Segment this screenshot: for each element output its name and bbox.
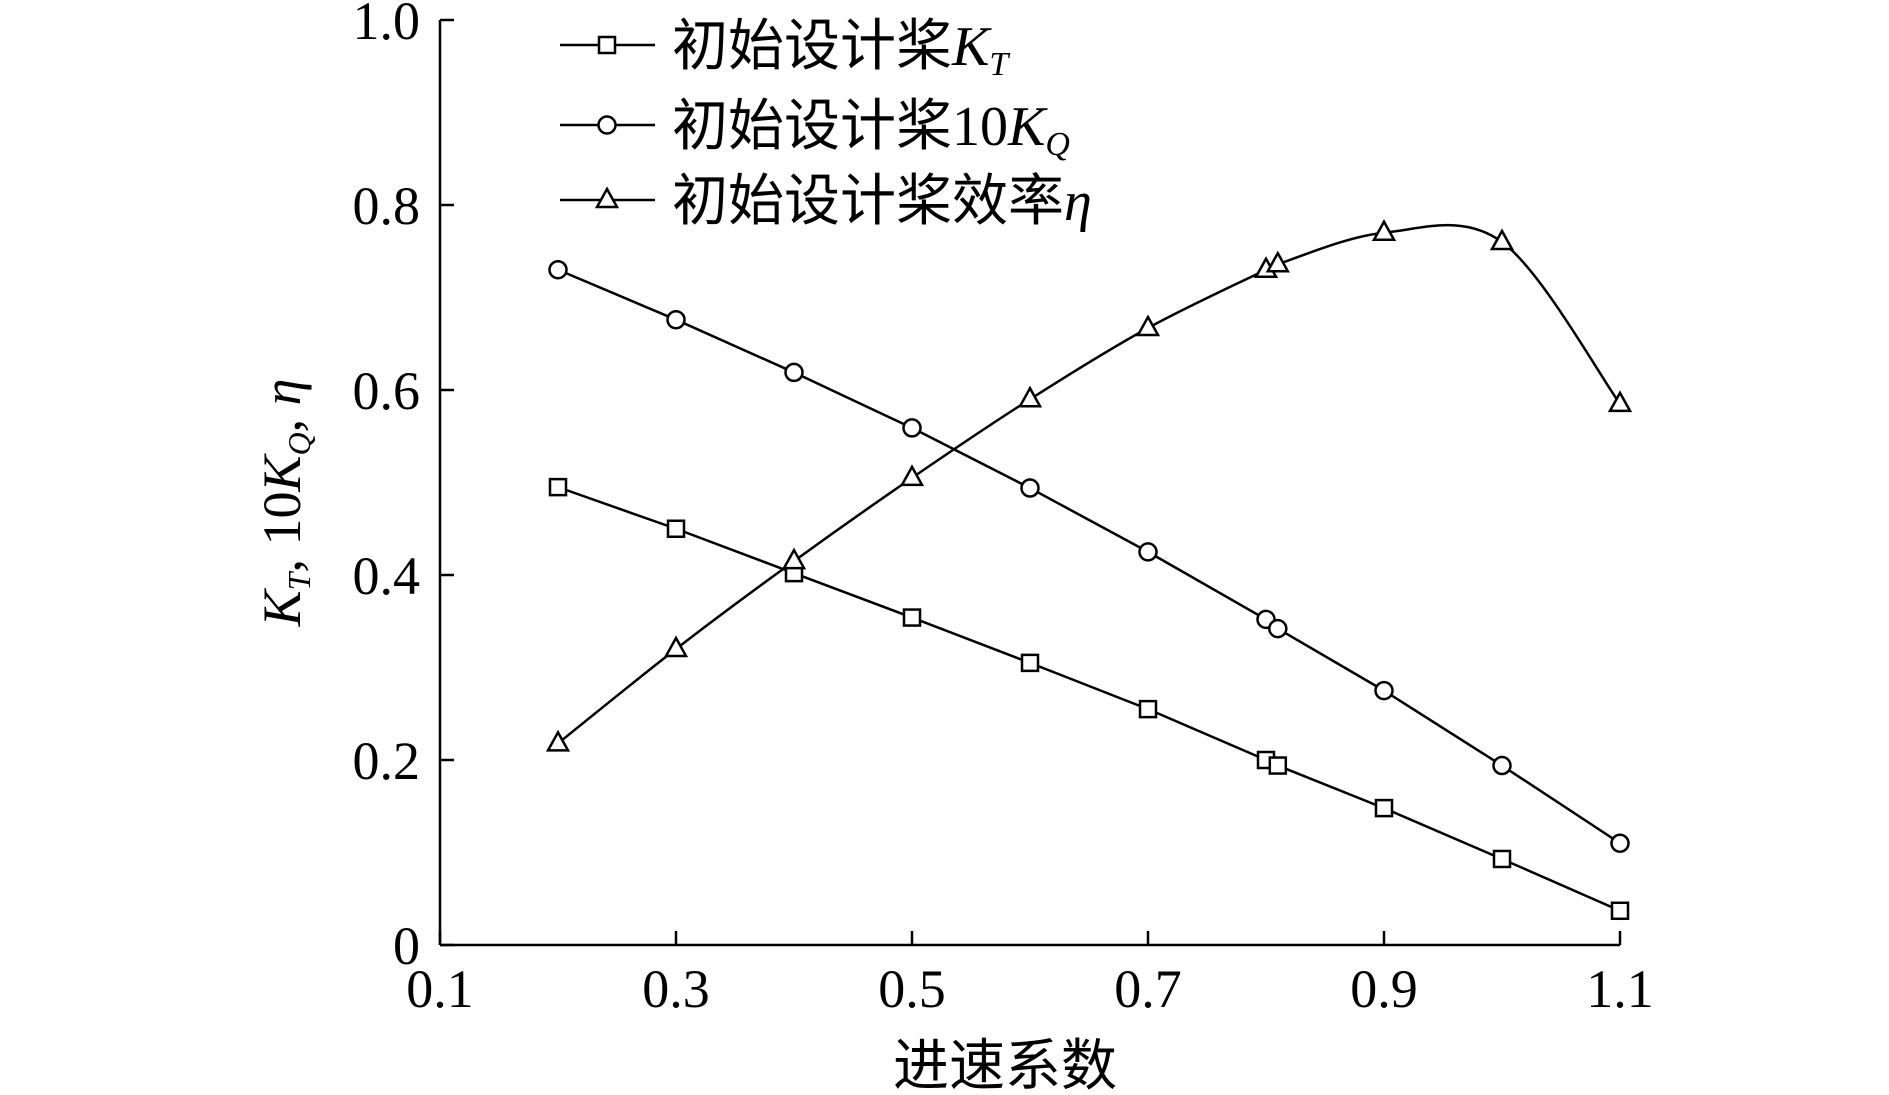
y-tick-label: 0 <box>393 916 420 976</box>
x-tick-label: 1.1 <box>1586 959 1654 1019</box>
circle-marker <box>1138 542 1158 562</box>
legend-label: 初始设计桨KT <box>672 16 1010 83</box>
label-part: T <box>989 46 1010 83</box>
label-part: K <box>951 16 992 78</box>
circle-marker <box>1610 833 1630 853</box>
legend-item: 初始设计桨KT <box>560 16 1010 83</box>
triangle-marker <box>594 186 620 209</box>
series-circle <box>548 260 1630 853</box>
square-marker <box>1138 699 1158 719</box>
triangle-marker <box>1489 228 1515 251</box>
square-marker <box>548 477 568 497</box>
label-part: T <box>281 570 317 590</box>
circle-marker <box>548 260 568 280</box>
circle-marker <box>784 362 804 383</box>
x-tick-label: 0.5 <box>878 959 946 1019</box>
x-tick-label: 0.9 <box>1350 959 1418 1019</box>
label-part: , <box>252 405 312 432</box>
legend-item: 初始设计桨效率η <box>560 171 1092 233</box>
triangle-marker <box>1017 385 1043 408</box>
x-tick-label: 0.7 <box>1114 959 1182 1019</box>
chart-axes: 0.1 0.3 0.5 0.7 0.9 1.1 0 0.2 0.4 0.6 0.8 1.0 <box>353 0 1654 1019</box>
triangle-marker <box>1371 219 1397 241</box>
triangle-marker <box>663 635 689 658</box>
circle-marker <box>1492 755 1512 776</box>
series-line <box>557 224 1622 745</box>
y-tick-label: 1.0 <box>353 0 421 51</box>
label-part: K <box>252 587 312 627</box>
square-marker <box>1374 798 1394 818</box>
label-part: 初始设计桨 <box>672 16 952 78</box>
x-axis-label: 进速系数 <box>893 1036 1117 1095</box>
label-part: η <box>252 379 312 406</box>
label-part: Q <box>1045 126 1070 163</box>
label-part: K <box>1007 96 1048 158</box>
circle-marker <box>902 418 922 438</box>
label-part: K <box>252 453 312 493</box>
label-part: , 10 <box>252 492 312 573</box>
square-marker <box>902 608 922 627</box>
legend-label: 初始设计桨效率η <box>672 171 1092 233</box>
triangle-marker <box>899 464 925 487</box>
square-marker <box>1492 849 1512 869</box>
legend-item: 初始设计桨10KQ <box>560 96 1070 163</box>
circle-marker <box>1268 618 1288 639</box>
y-tick-label: 0.8 <box>353 176 421 236</box>
series-line <box>557 485 1621 912</box>
square-marker <box>1020 653 1040 673</box>
y-axis-label: KT, 10KQ, η <box>252 379 317 628</box>
circle-marker <box>1020 478 1040 498</box>
label-part: η <box>1064 171 1092 233</box>
circle-marker <box>1374 680 1394 701</box>
triangle-marker <box>1135 314 1161 337</box>
series-line <box>557 268 1621 845</box>
x-tick-label: 0.3 <box>642 959 710 1019</box>
y-tick-label: 0.4 <box>353 546 421 606</box>
square-marker <box>666 519 686 538</box>
series-triangle <box>545 219 1633 752</box>
label-part: 初始设计桨效率 <box>672 171 1064 233</box>
triangle-marker <box>1265 250 1290 273</box>
square-marker <box>1268 756 1288 775</box>
y-tick-label: 0.2 <box>353 731 421 791</box>
circle-marker <box>597 115 617 135</box>
label-part: 初始设计桨10 <box>672 96 1008 158</box>
triangle-marker <box>1607 390 1633 413</box>
triangle-marker <box>781 547 807 570</box>
y-tick-label: 0.6 <box>353 361 421 421</box>
circle-marker <box>666 309 686 330</box>
legend-label: 初始设计桨10KQ <box>672 96 1070 163</box>
series-square <box>548 477 1630 921</box>
label-part: Q <box>281 432 317 455</box>
square-marker <box>1610 901 1630 921</box>
x-tick-label: 0.1 <box>406 959 474 1019</box>
chart-series-layer <box>545 219 1633 921</box>
square-marker <box>597 35 617 55</box>
triangle-marker <box>545 729 571 752</box>
